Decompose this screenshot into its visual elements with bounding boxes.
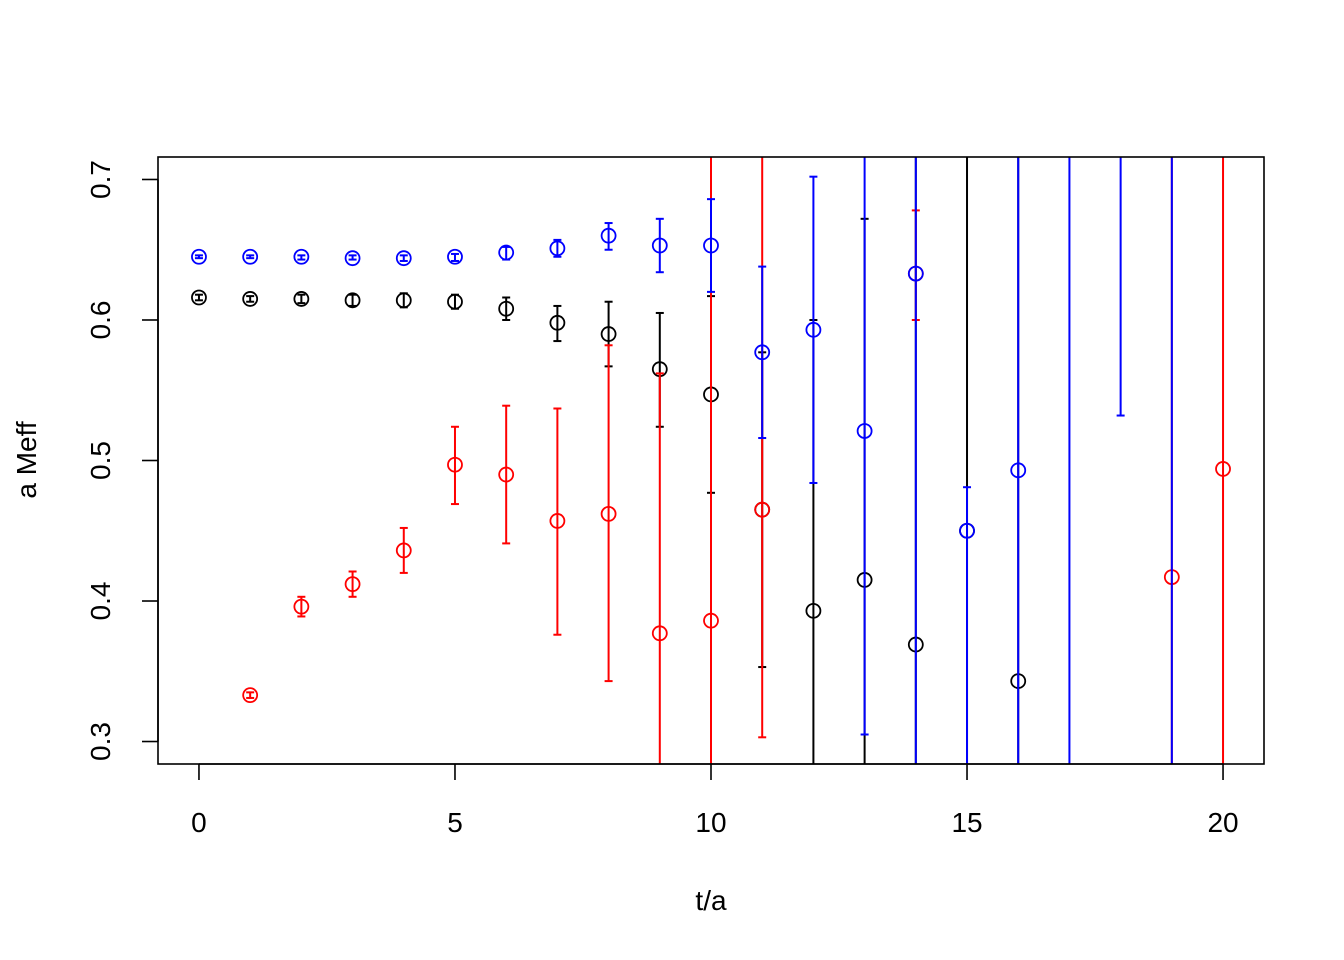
plot-marks — [191, 157, 1231, 764]
x-axis-label: t/a — [695, 885, 727, 916]
y-tick-label: 0.3 — [85, 722, 116, 761]
data-point — [447, 456, 463, 473]
data-point — [447, 293, 463, 310]
y-tick-label: 0.4 — [85, 582, 116, 621]
data-point — [703, 237, 719, 254]
data-point — [805, 321, 822, 338]
data-point — [344, 576, 361, 593]
data-point — [242, 687, 259, 704]
data-point — [498, 300, 515, 317]
data-point — [447, 248, 463, 265]
series-2 — [191, 157, 1173, 764]
data-point — [600, 505, 617, 522]
data-point — [191, 289, 207, 306]
data-point — [395, 292, 412, 309]
x-axis: 0 5 10 15 20 — [191, 763, 1239, 838]
data-point — [754, 501, 771, 518]
data-point — [805, 602, 822, 619]
data-point — [395, 250, 412, 267]
data-point — [651, 237, 668, 254]
data-point — [651, 625, 668, 642]
x-tick-label: 15 — [951, 807, 982, 838]
data-point — [498, 466, 515, 483]
data-point — [242, 248, 259, 265]
data-point — [191, 248, 207, 265]
data-point — [293, 248, 310, 265]
y-tick-label: 0.6 — [85, 301, 116, 340]
data-point — [242, 291, 259, 307]
data-point — [1010, 462, 1027, 479]
x-tick-label: 10 — [695, 807, 726, 838]
data-point — [907, 265, 924, 282]
data-point — [498, 244, 515, 261]
data-point — [959, 522, 975, 539]
y-tick-label: 0.5 — [85, 441, 116, 480]
series-1 — [242, 157, 1231, 764]
data-point — [600, 326, 617, 342]
data-point — [549, 513, 566, 529]
data-point — [395, 542, 412, 559]
data-point — [549, 314, 566, 331]
x-tick-label: 0 — [191, 807, 207, 838]
data-point — [344, 250, 361, 267]
data-point — [600, 227, 617, 244]
x-tick-label: 20 — [1207, 807, 1238, 838]
x-tick-label: 5 — [447, 807, 463, 838]
y-axis: 0.3 0.4 0.5 0.6 0.7 — [85, 160, 159, 761]
data-point — [293, 598, 310, 615]
data-point — [754, 344, 771, 361]
data-point — [1215, 461, 1231, 477]
data-point — [293, 291, 310, 307]
data-point — [856, 423, 873, 439]
data-point — [344, 292, 361, 309]
y-tick-label: 0.7 — [85, 160, 116, 199]
data-point — [703, 612, 719, 629]
data-point — [549, 240, 566, 257]
y-axis-label: a Meff — [11, 421, 42, 499]
